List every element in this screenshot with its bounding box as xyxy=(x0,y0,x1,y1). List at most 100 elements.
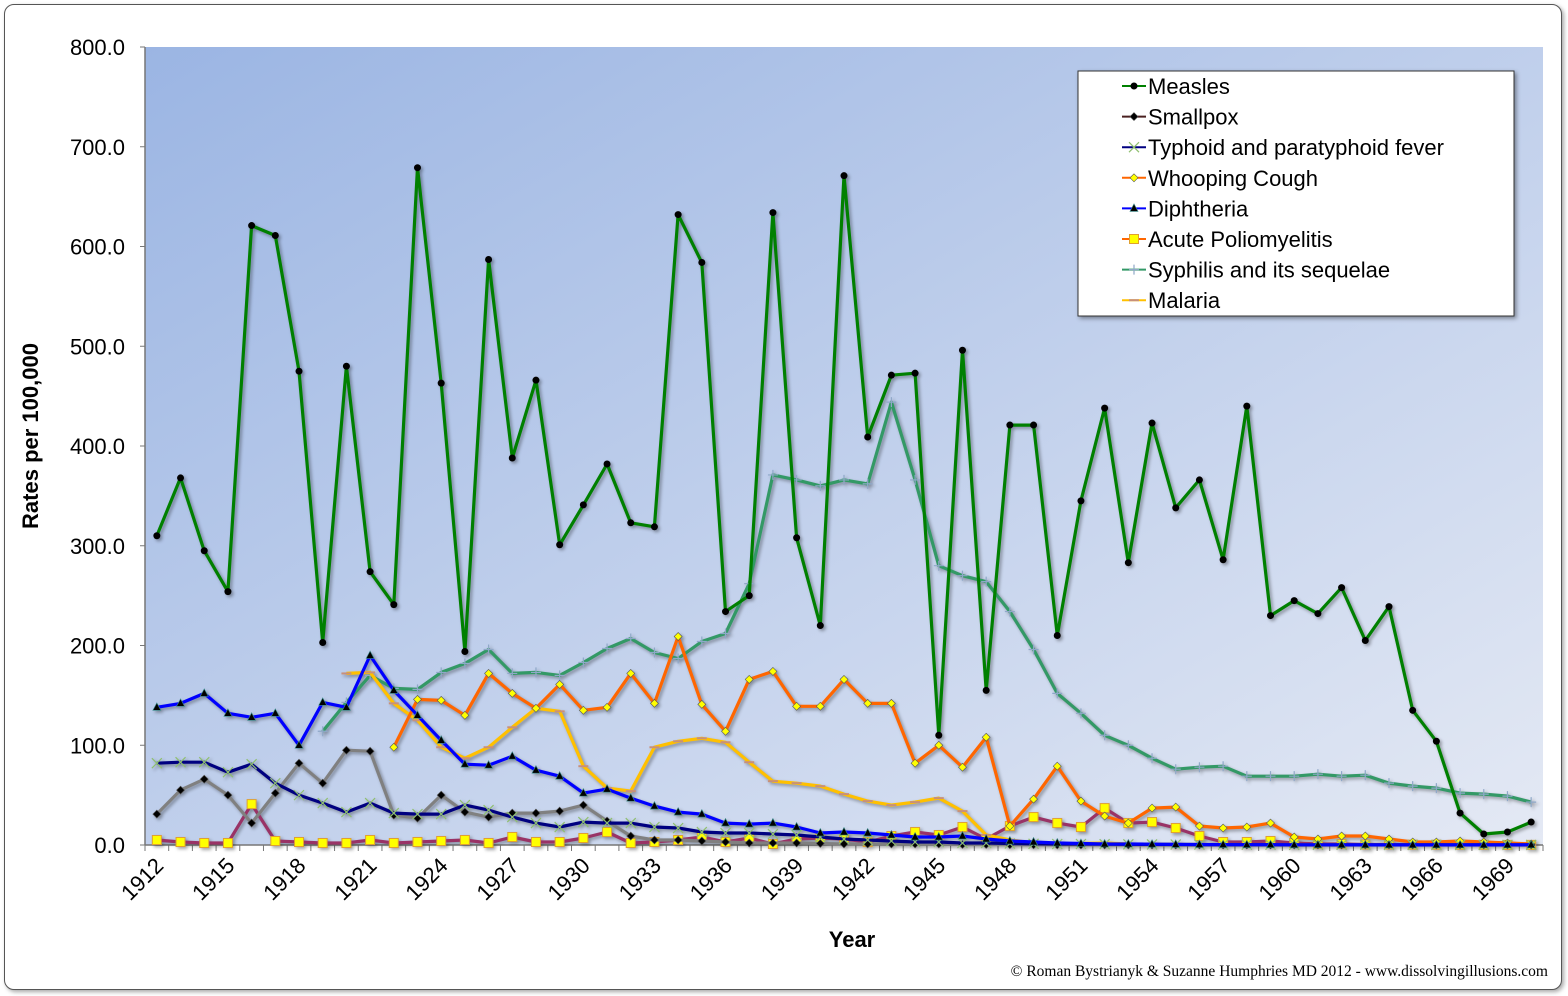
data-point xyxy=(199,774,209,784)
data-point xyxy=(555,806,565,816)
data-point xyxy=(1147,803,1157,813)
y-tick-label: 400.0 xyxy=(70,434,125,459)
data-point xyxy=(1314,610,1322,618)
data-point xyxy=(295,367,303,375)
data-point xyxy=(674,211,682,219)
data-point xyxy=(578,787,588,797)
data-point xyxy=(175,756,186,768)
data-point xyxy=(768,817,778,827)
data-point xyxy=(1502,791,1513,802)
data-point xyxy=(1290,597,1298,605)
x-tick-label: 1915 xyxy=(187,853,239,905)
x-tick-label: 1954 xyxy=(1111,853,1163,905)
data-point xyxy=(200,547,208,555)
data-point xyxy=(673,653,684,664)
data-point xyxy=(626,669,636,678)
data-point xyxy=(1052,761,1062,771)
data-point xyxy=(768,667,778,676)
data-point xyxy=(602,702,612,712)
data-point xyxy=(554,670,565,681)
data-point xyxy=(911,369,919,377)
data-point xyxy=(1455,788,1466,799)
data-point xyxy=(318,778,328,788)
y-axis: 0.0 100.0 200.0 300.0 400.0 500.0 600.0 700.0 80… xyxy=(70,35,146,858)
data-point xyxy=(365,835,376,846)
legend-marker xyxy=(1129,203,1139,212)
data-point xyxy=(673,835,683,845)
data-point xyxy=(224,588,232,596)
data-point xyxy=(626,792,636,802)
data-point xyxy=(933,560,944,571)
data-point xyxy=(485,255,493,263)
data-point xyxy=(1148,419,1156,427)
data-point xyxy=(957,822,968,833)
data-point xyxy=(1503,828,1511,836)
data-point xyxy=(1289,839,1299,849)
data-point xyxy=(815,839,825,848)
copyright-credit: © Roman Bystrianyk & Suzanne Humphries M… xyxy=(1011,963,1548,980)
data-point xyxy=(1075,822,1086,833)
data-point xyxy=(317,797,329,809)
data-point xyxy=(1005,821,1015,831)
data-point xyxy=(1006,421,1014,429)
data-point xyxy=(1124,559,1132,567)
data-point xyxy=(199,838,210,849)
x-tick-label: 1948 xyxy=(969,853,1021,905)
data-point xyxy=(507,668,518,679)
data-point xyxy=(1219,556,1227,564)
legend-label: Whooping Cough xyxy=(1148,166,1318,191)
y-tick-label: 200.0 xyxy=(70,634,125,659)
data-point xyxy=(1099,803,1110,814)
legend-item: Diphtheria xyxy=(1122,196,1249,221)
data-point xyxy=(269,777,281,789)
data-point xyxy=(246,799,257,810)
data-point xyxy=(910,758,920,768)
data-point xyxy=(459,835,470,846)
data-point xyxy=(744,838,754,848)
data-point xyxy=(626,831,636,841)
data-point xyxy=(317,726,328,737)
data-point xyxy=(223,708,233,717)
data-point xyxy=(318,697,328,706)
data-point xyxy=(317,838,328,849)
x-tick-label: 1963 xyxy=(1325,853,1377,905)
data-point xyxy=(1243,402,1251,410)
data-point xyxy=(460,710,470,720)
data-point xyxy=(1408,839,1418,849)
data-point xyxy=(957,830,967,840)
data-point xyxy=(1147,753,1158,764)
data-point xyxy=(910,831,920,841)
data-point xyxy=(1099,730,1110,741)
data-point xyxy=(459,799,471,811)
data-point xyxy=(744,818,754,828)
data-point xyxy=(247,712,257,721)
data-point xyxy=(1053,632,1061,640)
data-point xyxy=(745,592,753,600)
data-point xyxy=(152,702,162,711)
data-point xyxy=(436,735,446,744)
data-point xyxy=(863,827,873,837)
data-point xyxy=(958,346,966,354)
data-point xyxy=(270,836,281,847)
data-point xyxy=(1147,839,1157,848)
data-point xyxy=(839,474,849,485)
legend-label: Acute Poliomyelitis xyxy=(1148,227,1333,252)
data-point xyxy=(436,790,446,800)
data-point xyxy=(649,647,660,658)
data-point xyxy=(293,789,305,801)
data-point xyxy=(460,759,470,768)
data-point xyxy=(696,636,707,647)
data-point xyxy=(767,469,778,480)
data-point xyxy=(459,658,470,669)
data-point xyxy=(721,837,730,847)
legend-label: Malaria xyxy=(1148,288,1221,313)
legend-marker xyxy=(1130,82,1138,90)
data-point xyxy=(530,817,542,829)
data-point xyxy=(341,702,351,711)
data-point xyxy=(697,699,707,709)
data-point xyxy=(1029,794,1038,804)
data-point xyxy=(886,829,896,839)
data-point xyxy=(1385,603,1393,611)
data-point xyxy=(222,838,233,849)
